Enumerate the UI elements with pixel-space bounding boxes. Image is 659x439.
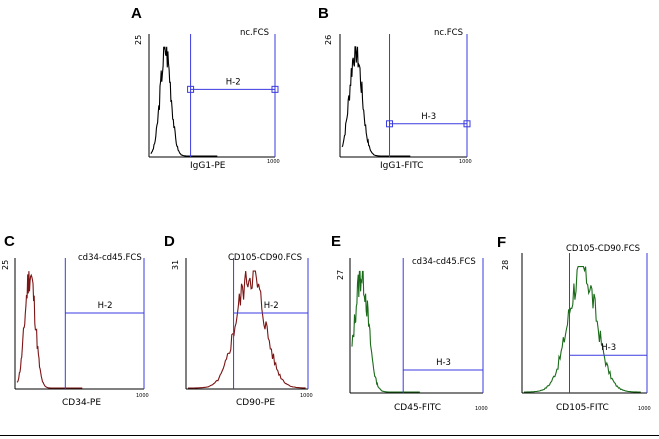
y-max-label: 31: [171, 260, 180, 270]
bottom-rule: [0, 435, 659, 436]
histogram-trace: [16, 271, 83, 389]
file-name: nc.FCS: [240, 28, 269, 38]
file-name: cd34-cd45.FCS: [412, 257, 476, 267]
x-axis-label: IgG1-FITC: [380, 161, 423, 171]
file-name: CD105-CD90.FCS: [228, 253, 302, 263]
panel-d: D CD105-CD90.FCS 31 CD90-PE 1000 H-2: [164, 233, 313, 408]
panel-letter: F: [497, 234, 506, 251]
x-tick-label: 1000: [136, 393, 149, 399]
histogram-trace: [188, 270, 306, 389]
file-name: nc.FCS: [434, 28, 463, 38]
panel-letter: A: [131, 5, 142, 22]
y-max-label: 25: [1, 260, 10, 270]
x-axis-label: CD34-PE: [62, 398, 101, 408]
panel-letter: D: [164, 233, 175, 250]
gate-label: H-2: [98, 301, 113, 311]
x-axis-label: CD105-FITC: [556, 403, 609, 413]
y-max-label: 25: [134, 35, 143, 45]
gate-label: H-3: [436, 358, 451, 368]
histogram-trace: [150, 46, 218, 157]
panel-f: F CD105-CD90.FCS 28 CD105-FITC 1000 H-3: [497, 234, 651, 413]
histogram-trace: [351, 270, 420, 393]
gate-handle-left: [187, 85, 195, 93]
panel-letter: E: [331, 233, 341, 250]
x-tick-label: 1000: [475, 406, 488, 412]
gate-label: H-3: [601, 343, 616, 353]
y-max-label: 27: [336, 270, 345, 280]
y-max-label: 28: [501, 260, 510, 270]
panel-letter: B: [318, 5, 329, 22]
x-tick-label: 1000: [300, 393, 313, 399]
panel-a: Anc.FCS 25 IgG1-PE 1000 H-2: [131, 5, 280, 171]
histogram-trace: [524, 266, 641, 393]
x-axis-label: CD45-FITC: [394, 403, 441, 413]
x-axis-label: CD90-PE: [236, 398, 275, 408]
gate-label: H-3: [421, 112, 436, 122]
panel-letter: C: [4, 233, 15, 250]
gate-handle-right: [463, 120, 471, 128]
x-tick-label: 1000: [638, 406, 651, 412]
x-tick-label: 1000: [267, 159, 280, 165]
gate-label: H-2: [226, 77, 241, 87]
file-name: cd34-cd45.FCS: [78, 253, 142, 263]
panel-b: Bnc.FCS 26 IgG1-FITC 1000 H-3: [318, 5, 472, 171]
gate-handle-left: [386, 120, 394, 128]
y-max-label: 26: [324, 35, 333, 45]
file-name: CD105-CD90.FCS: [566, 244, 640, 254]
histogram-trace: [341, 46, 411, 157]
gate-handle-right: [271, 85, 279, 93]
x-axis-label: IgG1-PE: [190, 161, 226, 171]
gate-label: H-2: [264, 301, 279, 311]
x-tick-label: 1000: [459, 159, 472, 165]
